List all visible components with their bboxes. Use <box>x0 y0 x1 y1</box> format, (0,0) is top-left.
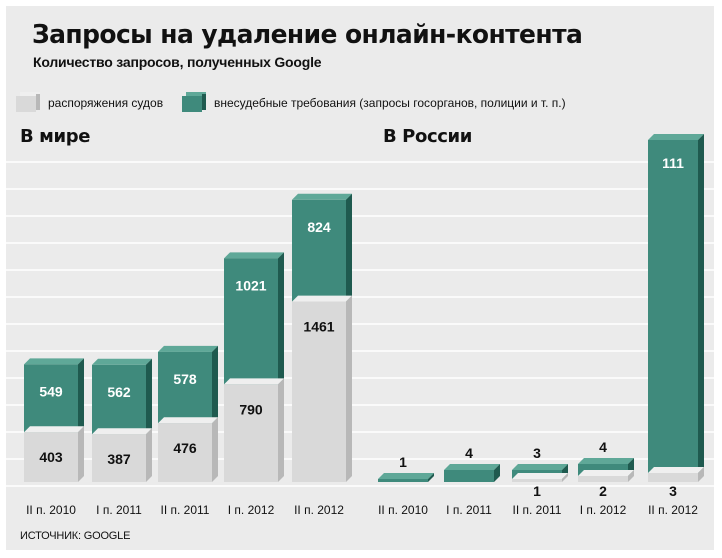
bar-russia-gov-4-top <box>648 134 704 140</box>
bar-world-court-2 <box>158 423 212 482</box>
bar-world-court-4 <box>292 301 346 482</box>
x-tick-world-0: II п. 2010 <box>26 503 76 517</box>
bar-russia-court-2 <box>512 479 562 482</box>
x-tick-world-1: I п. 2011 <box>96 503 142 517</box>
bar-russia-gov-0-top <box>378 473 434 479</box>
bar-russia-court-2-side <box>562 473 568 482</box>
bar-world-court-2-top <box>158 417 218 424</box>
bar-world-gov-2-side <box>212 345 218 424</box>
bar-russia-court-4-side <box>698 467 704 482</box>
bar-russia-gov-0 <box>378 479 428 482</box>
x-tick-russia-4: II п. 2012 <box>648 503 698 517</box>
bar-world-court-1-side <box>146 428 152 482</box>
bar-russia-gov-3-top <box>578 458 634 464</box>
bar-world-court-0 <box>24 432 78 482</box>
bar-russia-gov-1-top <box>444 464 500 470</box>
bar-world-gov-1 <box>92 364 146 435</box>
bar-world-gov-1-side <box>146 358 152 435</box>
data-label-russia-gov-4: 111 <box>662 155 684 171</box>
bar-russia-court-2-top <box>512 473 568 479</box>
bar-world-gov-3-top <box>224 252 284 259</box>
bar-world-court-2-side <box>212 417 218 482</box>
legend-swatch-gov <box>182 92 206 112</box>
bar-russia-court-3-side <box>628 470 634 482</box>
bar-world-court-4-side <box>346 295 352 482</box>
bar-russia-court-4 <box>648 473 698 482</box>
bar-world-gov-0-side <box>78 358 84 433</box>
data-label-world-court-4: 1461 <box>303 319 334 335</box>
data-label-russia-court-3: 2 <box>599 483 607 499</box>
bar-world-gov-4 <box>292 199 346 302</box>
bar-russia-court-3-top <box>578 470 634 476</box>
bar-world-court-3 <box>224 384 278 482</box>
data-label-world-gov-1: 562 <box>107 384 131 400</box>
data-label-world-court-3: 790 <box>239 401 263 417</box>
legend-label-gov: внесудебные требования (запросы госорган… <box>214 96 566 110</box>
data-label-world-gov-4: 824 <box>307 219 331 235</box>
data-label-russia-gov-1: 4 <box>465 445 473 461</box>
x-tick-russia-0: II п. 2010 <box>378 503 428 517</box>
data-label-russia-gov-2: 3 <box>533 445 541 461</box>
bar-world-court-3-top <box>224 378 284 385</box>
bar-world-gov-0 <box>24 364 78 433</box>
bar-world-gov-3 <box>224 258 278 385</box>
panel-title-world: В мире <box>20 126 91 147</box>
bar-russia-court-4-top <box>648 467 704 473</box>
data-label-russia-gov-3: 4 <box>599 439 607 455</box>
data-label-world-court-2: 476 <box>173 440 197 456</box>
x-tick-russia-3: I п. 2012 <box>580 503 627 517</box>
bar-world-gov-3-side <box>278 252 284 385</box>
bar-russia-gov-1 <box>444 470 494 482</box>
data-label-world-gov-0: 549 <box>39 383 63 399</box>
bar-world-court-4-top <box>292 295 352 302</box>
bar-world-gov-2 <box>158 351 212 424</box>
source-note: ИСТОЧНИК: GOOGLE <box>20 530 131 542</box>
bar-russia-gov-4-side <box>698 134 704 473</box>
bar-world-gov-1-top <box>92 358 152 365</box>
chart-title: Запросы на удаление онлайн-контента <box>32 20 583 50</box>
chart-subtitle: Количество запросов, полученных Google <box>33 54 322 70</box>
x-tick-world-3: I п. 2012 <box>228 503 275 517</box>
data-label-russia-court-2: 1 <box>533 483 541 499</box>
x-tick-russia-1: I п. 2011 <box>446 503 492 517</box>
bar-world-court-1-top <box>92 428 152 435</box>
bar-russia-court-3 <box>578 476 628 482</box>
x-tick-world-2: II п. 2011 <box>161 503 210 517</box>
bar-world-gov-4-side <box>346 193 352 302</box>
bar-russia-gov-4 <box>648 140 698 473</box>
x-tick-world-4: II п. 2012 <box>294 503 344 517</box>
panel-title-russia: В России <box>383 126 472 147</box>
bar-world-gov-0-top <box>24 358 84 365</box>
data-label-world-court-1: 387 <box>107 451 131 467</box>
bar-russia-gov-1-side <box>494 464 500 482</box>
data-label-russia-court-4: 3 <box>669 483 677 499</box>
data-label-russia-gov-0: 1 <box>399 454 407 470</box>
data-label-world-court-0: 403 <box>39 449 63 465</box>
data-label-world-gov-2: 578 <box>173 371 197 387</box>
legend-label-court: распоряжения судов <box>48 96 164 110</box>
bar-world-court-1 <box>92 434 146 482</box>
x-tick-russia-2: II п. 2011 <box>513 503 562 517</box>
bar-russia-gov-0-side <box>428 473 434 482</box>
bar-world-court-0-side <box>78 426 84 482</box>
data-label-world-gov-3: 1021 <box>235 277 266 293</box>
bar-world-court-3-side <box>278 378 284 482</box>
bar-russia-gov-2-top <box>512 464 568 470</box>
legend-swatch-court <box>16 92 40 112</box>
bar-world-court-0-top <box>24 426 84 433</box>
bar-world-gov-2-top <box>158 345 218 352</box>
bar-world-gov-4-top <box>292 193 352 200</box>
